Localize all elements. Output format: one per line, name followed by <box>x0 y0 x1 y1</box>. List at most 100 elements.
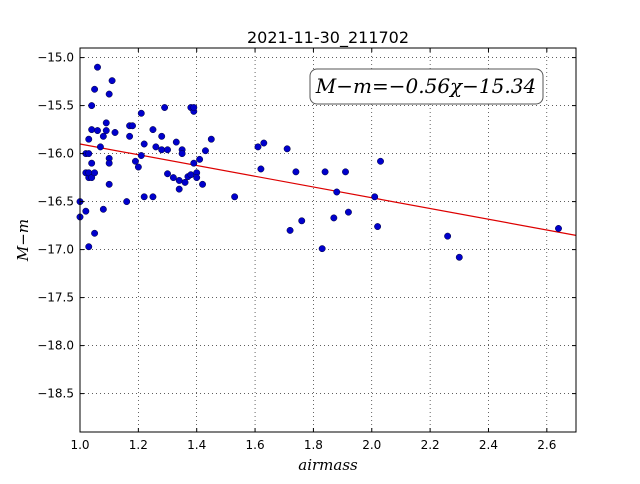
data-point <box>175 185 183 193</box>
y-tick-label: −16.5 <box>37 195 74 209</box>
data-point <box>181 178 189 186</box>
y-tick-label: −16.0 <box>37 147 74 161</box>
data-point <box>318 245 326 253</box>
data-point <box>187 171 195 179</box>
data-point <box>202 147 209 155</box>
plot-area <box>80 48 576 432</box>
data-point <box>131 157 139 165</box>
data-point <box>140 193 148 201</box>
data-point <box>190 104 198 111</box>
y-tick-label: −17.0 <box>37 243 74 257</box>
data-point <box>105 90 113 98</box>
x-tick-label: 1.4 <box>187 438 206 452</box>
data-point <box>199 180 206 188</box>
y-tick-label: −15.5 <box>37 99 74 113</box>
data-point <box>231 193 239 201</box>
data-point <box>164 170 171 178</box>
x-tick-label: 2.0 <box>362 438 381 452</box>
data-point <box>102 119 110 127</box>
data-point <box>123 198 131 206</box>
data-point <box>377 157 384 165</box>
data-point <box>91 229 99 237</box>
x-tick-label: 1.6 <box>246 438 265 452</box>
data-point <box>333 188 341 196</box>
data-point <box>94 127 101 135</box>
data-point <box>260 139 268 147</box>
data-point <box>111 129 119 136</box>
data-point <box>126 132 134 140</box>
data-point <box>455 253 463 261</box>
data-point <box>152 143 160 151</box>
data-point <box>330 214 338 222</box>
fit-line <box>79 143 577 236</box>
data-point <box>88 102 96 110</box>
data-point <box>85 135 93 143</box>
data-point <box>196 155 204 163</box>
data-point <box>88 159 96 167</box>
data-point <box>91 85 99 93</box>
data-point <box>85 243 93 251</box>
data-point <box>190 159 198 167</box>
y-tick-label: −18.5 <box>37 387 74 401</box>
data-point <box>140 140 148 148</box>
x-tick-label: 1.8 <box>304 438 323 452</box>
data-point <box>193 174 201 182</box>
y-tick-label: −18.0 <box>37 339 74 353</box>
data-point <box>96 143 104 151</box>
x-tick-label: 2.4 <box>479 438 498 452</box>
x-tick-label: 1.2 <box>129 438 148 452</box>
data-point <box>342 168 349 176</box>
data-point <box>374 223 382 231</box>
data-point <box>371 193 379 201</box>
data-point <box>94 63 101 71</box>
data-point <box>158 132 166 140</box>
y-tick-label: −17.5 <box>37 291 74 305</box>
data-point <box>444 232 452 240</box>
tick-layer: 1.0 1.2 1.4 1.6 1.8 2.0 2.2 2.4 2.6 −15.0 −15.5 −16… <box>37 48 576 452</box>
data-point <box>286 226 294 234</box>
x-tick-label: 2.6 <box>537 438 556 452</box>
data-point <box>88 126 96 134</box>
data-point <box>134 163 142 171</box>
data-point <box>164 146 171 154</box>
data-point <box>102 127 110 135</box>
data-point <box>105 180 113 188</box>
data-point <box>172 138 180 146</box>
data-point <box>178 150 186 158</box>
data-point <box>207 135 215 143</box>
data-point <box>169 174 177 182</box>
data-point <box>99 132 107 140</box>
x-tick-label: 2.2 <box>421 438 440 452</box>
x-axis-label: airmass <box>298 456 358 474</box>
data-point <box>321 168 329 176</box>
data-point <box>149 126 157 134</box>
data-point <box>555 225 562 232</box>
data-point <box>129 122 136 130</box>
grid-layer <box>79 48 576 432</box>
data-point <box>257 165 265 173</box>
data-point <box>283 145 291 153</box>
data-point <box>175 177 183 184</box>
data-point <box>161 104 169 111</box>
data-point <box>149 193 157 201</box>
data-point <box>254 143 262 151</box>
data-point <box>99 205 107 213</box>
data-point <box>105 159 113 167</box>
data-point <box>292 168 300 176</box>
data-point <box>298 217 306 225</box>
data-point <box>108 77 116 85</box>
chart-title: 2021-11-30_211702 <box>247 28 409 48</box>
fit-equation: M−m=−0.56χ−15.34 <box>315 74 536 98</box>
x-tick-label: 1.0 <box>70 438 89 452</box>
data-point <box>85 150 93 158</box>
data-point <box>158 146 166 154</box>
data-point <box>82 207 90 215</box>
plot-frame <box>79 47 577 433</box>
data-point <box>137 152 145 159</box>
annotation-box <box>309 68 544 105</box>
fit-annotation: M−m=−0.56χ−15.34 <box>309 68 544 105</box>
data-point <box>91 169 99 177</box>
y-axis-label: M−m <box>14 219 32 262</box>
